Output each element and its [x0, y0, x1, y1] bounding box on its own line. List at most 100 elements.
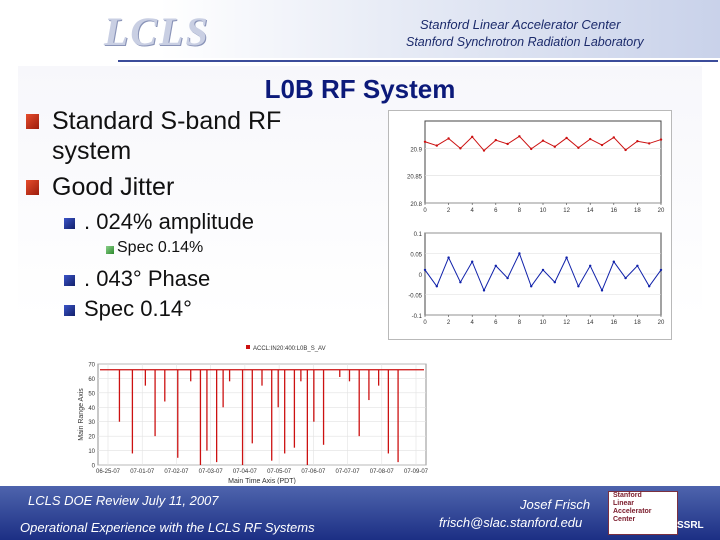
footer-event: LCLS DOE Review July 11, 2007 — [28, 493, 219, 508]
phase-x-tick-label: 2 — [447, 320, 451, 326]
logo-line: Linear — [613, 500, 635, 507]
phase-data-point — [589, 264, 592, 267]
history-x-tick-label: 07-09-07 — [404, 469, 429, 475]
history-y-tick-label: 30 — [88, 420, 95, 426]
slide-header: LCLS Stanford Linear Accelerator Center … — [0, 0, 720, 58]
phase-data-point — [565, 256, 568, 259]
history-y-tick-label: 40 — [88, 406, 95, 412]
phase-y-tick-label: -0.1 — [412, 314, 423, 320]
amplitude-data-point — [471, 135, 474, 139]
history-x-tick-label: 06-25-07 — [96, 469, 121, 475]
bullet-icon — [26, 180, 39, 195]
sub-bullet-icon — [64, 305, 75, 316]
amplitude-history-chart: ACCL:IN20:400:L0B_S_AV 70 60 50 40 30 20 10 006-… — [74, 342, 434, 484]
phase-x-tick-label: 12 — [563, 320, 570, 326]
sub-sub-bullet-spec: Spec 0.14% — [117, 239, 204, 256]
amplitude-data-point — [565, 136, 568, 140]
phase-data-point — [518, 252, 521, 255]
amplitude-data-point — [482, 149, 486, 152]
phase-y-tick-label: -0.05 — [408, 294, 422, 300]
history-x-tick-label: 07-03-07 — [199, 469, 224, 475]
amplitude-x-tick-label: 14 — [587, 208, 594, 214]
sub-sub-bullet-icon — [106, 246, 114, 254]
phase-data-point — [506, 276, 509, 280]
logo-line: Accelerator — [613, 508, 652, 515]
phase-data-point — [624, 276, 627, 280]
amplitude-x-tick-label: 6 — [494, 208, 498, 214]
amplitude-plot-frame — [424, 120, 662, 204]
phase-y-tick-label: 0.05 — [410, 253, 422, 259]
history-y-tick-label: 0 — [92, 464, 96, 470]
history-y-axis-label: Main Range Axis — [78, 388, 85, 441]
amplitude-x-tick-label: 0 — [423, 208, 427, 214]
sub-bullet-spec-phase: Spec 0.14° — [84, 296, 192, 321]
amplitude-data-point — [506, 142, 509, 146]
slide-footer — [0, 486, 720, 540]
header-divider — [118, 60, 718, 62]
phase-x-tick-label: 14 — [587, 320, 594, 326]
phase-data-point — [577, 285, 580, 288]
phase-data-point — [423, 268, 427, 272]
phase-data-point — [600, 289, 604, 292]
header-gradient — [160, 0, 720, 58]
amplitude-data-point — [459, 147, 462, 150]
amplitude-data-point — [612, 136, 615, 139]
history-x-tick-label: 07-04-07 — [233, 469, 258, 475]
jitter-plots-panel: 20.8 20.85 20.9 0 2 4 6 8 10 12 14 16 18 20 0.1 0.05 0-… — [388, 110, 672, 340]
phase-data-point — [482, 289, 486, 292]
amplitude-data-point — [423, 140, 427, 143]
history-x-tick-label: 07-02-07 — [164, 469, 189, 475]
phase-x-tick-label: 18 — [634, 320, 641, 326]
amplitude-data-point — [541, 139, 545, 142]
history-x-axis-label: Main Time Axis (PDT) — [228, 478, 296, 484]
bullet-icon — [26, 114, 39, 129]
history-legend-swatch — [246, 345, 250, 349]
history-x-tick-label: 07-08-07 — [370, 469, 395, 475]
phase-y-tick-label: 0 — [419, 273, 423, 279]
amplitude-data-point — [447, 137, 450, 140]
phase-data-point — [659, 268, 663, 272]
amplitude-data-point — [577, 146, 580, 149]
history-y-tick-label: 70 — [88, 363, 95, 369]
amplitude-data-point — [553, 145, 556, 148]
sub-bullet-amplitude: . 024% amplitude — [84, 209, 254, 234]
amplitude-x-tick-label: 8 — [518, 208, 522, 214]
history-legend-label: ACCL:IN20:400:L0B_S_AV — [253, 346, 326, 352]
footer-talk-title: Operational Experience with the LCLS RF … — [20, 520, 315, 535]
amplitude-chart: 20.8 20.85 20.9 0 2 4 6 8 10 12 14 16 18 20 — [407, 120, 665, 214]
amplitude-data-point — [659, 138, 663, 141]
ssrl-logo: SSRL — [677, 520, 704, 531]
history-y-tick-label: 60 — [88, 377, 95, 383]
slac-logo: Stanford Linear Accelerator Center — [608, 491, 678, 535]
phase-x-tick-label: 10 — [540, 320, 547, 326]
lab-name-slac: Stanford Linear Accelerator Center — [420, 17, 621, 32]
amplitude-data-point — [648, 142, 651, 145]
amplitude-y-tick-label: 20.85 — [407, 175, 423, 181]
sub-bullet-icon — [64, 218, 75, 229]
amplitude-x-tick-label: 18 — [634, 208, 641, 214]
phase-data-point — [435, 285, 438, 288]
phase-x-tick-label: 8 — [518, 320, 522, 326]
amplitude-x-tick-label: 4 — [471, 208, 475, 214]
amplitude-data-point — [636, 140, 639, 143]
history-x-tick-label: 07-07-07 — [336, 469, 361, 475]
amplitude-data-point — [600, 143, 604, 147]
phase-data-point — [612, 260, 615, 263]
history-x-tick-label: 07-01-07 — [130, 469, 155, 475]
logo-line: Stanford — [613, 492, 642, 499]
amplitude-data-point — [435, 144, 438, 147]
amplitude-x-tick-label: 10 — [540, 208, 547, 214]
history-x-tick-label: 07-05-07 — [267, 469, 292, 475]
lab-name-ssrl: Stanford Synchrotron Radiation Laborator… — [406, 35, 644, 49]
phase-data-point — [553, 281, 556, 284]
footer-email: frisch@slac.stanford.edu — [439, 515, 583, 530]
footer-author: Josef Frisch — [520, 497, 591, 512]
phase-x-tick-label: 6 — [494, 320, 498, 326]
phase-x-tick-label: 16 — [610, 320, 617, 326]
phase-data-point — [541, 268, 545, 272]
amplitude-data-point — [494, 138, 497, 142]
bullet-standard-rf: Standard S-band RF system — [52, 107, 282, 165]
phase-data-point — [636, 264, 639, 267]
phase-chart: 0.10.050-0.05-0.10 2 4 6 8 10 12 14 16 18 20 — [408, 232, 665, 326]
logo-line: Center — [613, 516, 636, 523]
